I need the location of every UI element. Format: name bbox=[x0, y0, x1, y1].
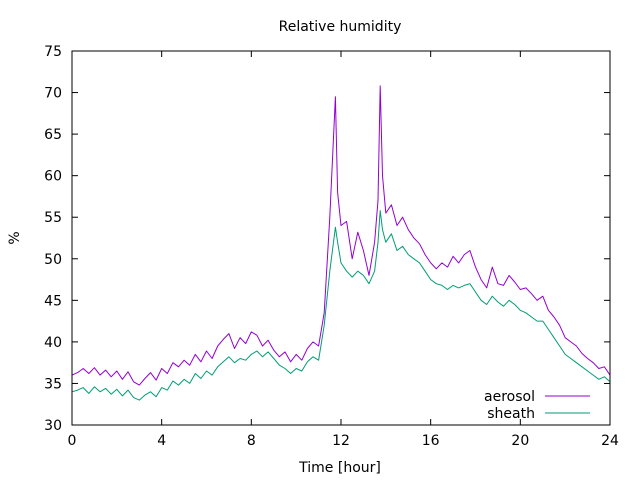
x-tick-label: 4 bbox=[157, 433, 166, 449]
x-tick-label: 0 bbox=[68, 433, 77, 449]
y-tick-label: 55 bbox=[44, 210, 62, 226]
chart-title: Relative humidity bbox=[279, 19, 402, 35]
y-tick-label: 45 bbox=[44, 293, 62, 309]
y-tick-label: 40 bbox=[44, 335, 62, 351]
y-tick-label: 50 bbox=[44, 252, 62, 268]
y-tick-label: 35 bbox=[44, 376, 62, 392]
plot-border bbox=[71, 50, 611, 426]
y-tick-label: 65 bbox=[44, 127, 62, 143]
y-tick-label: 75 bbox=[44, 44, 62, 60]
axis-layer: 0 4 8 12 16 20 24 30 35 40 45 50 55 60 65 70 75 bbox=[44, 44, 619, 449]
x-tick-label: 24 bbox=[601, 433, 619, 449]
series-line-aerosol bbox=[71, 85, 611, 386]
x-axis-label: Time [hour] bbox=[298, 460, 381, 476]
series-line-sheath bbox=[71, 210, 611, 401]
y-tick-label: 70 bbox=[44, 86, 62, 102]
y-axis-label: % bbox=[7, 231, 23, 244]
y-tick-label: 30 bbox=[44, 418, 62, 434]
x-tick-label: 8 bbox=[247, 433, 256, 449]
y-tick-label: 60 bbox=[44, 169, 62, 185]
series-layer bbox=[71, 85, 611, 401]
legend-label-sheath: sheath bbox=[487, 406, 535, 422]
x-tick-label: 12 bbox=[332, 433, 350, 449]
x-tick-label: 16 bbox=[422, 433, 440, 449]
legend-label-aerosol: aerosol bbox=[484, 389, 535, 405]
x-tick-label: 20 bbox=[511, 433, 529, 449]
